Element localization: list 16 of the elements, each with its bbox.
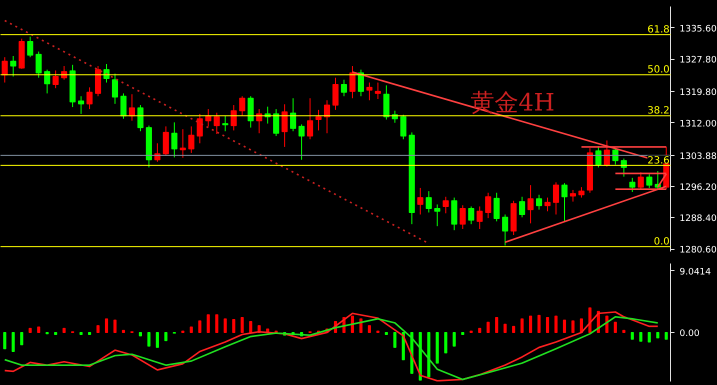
y-tick-label: 0.00 [680,328,700,339]
y-tick-label: 1288.40 [680,214,717,224]
y-tick-label: 1312.00 [680,119,717,130]
y-tick-label: 1319.80 [680,88,717,98]
y-tick-label: 1296.20 [680,182,717,193]
annotation: 61.8 [647,24,670,36]
y-tick-label: 1327.80 [680,56,717,66]
annotation: 0.0 [654,236,670,248]
y-tick-label: 1280.60 [680,246,717,256]
y-tick-label: 1303.88 [680,152,717,162]
annotation: 23.6 [647,155,670,166]
annotation: 50.0 [647,64,670,76]
annotation: 黄金4H [470,88,555,116]
annotation: 38.2 [647,106,670,117]
y-tick-label: 9.0414 [680,267,712,278]
y-tick-label: 1335.60 [680,24,717,34]
